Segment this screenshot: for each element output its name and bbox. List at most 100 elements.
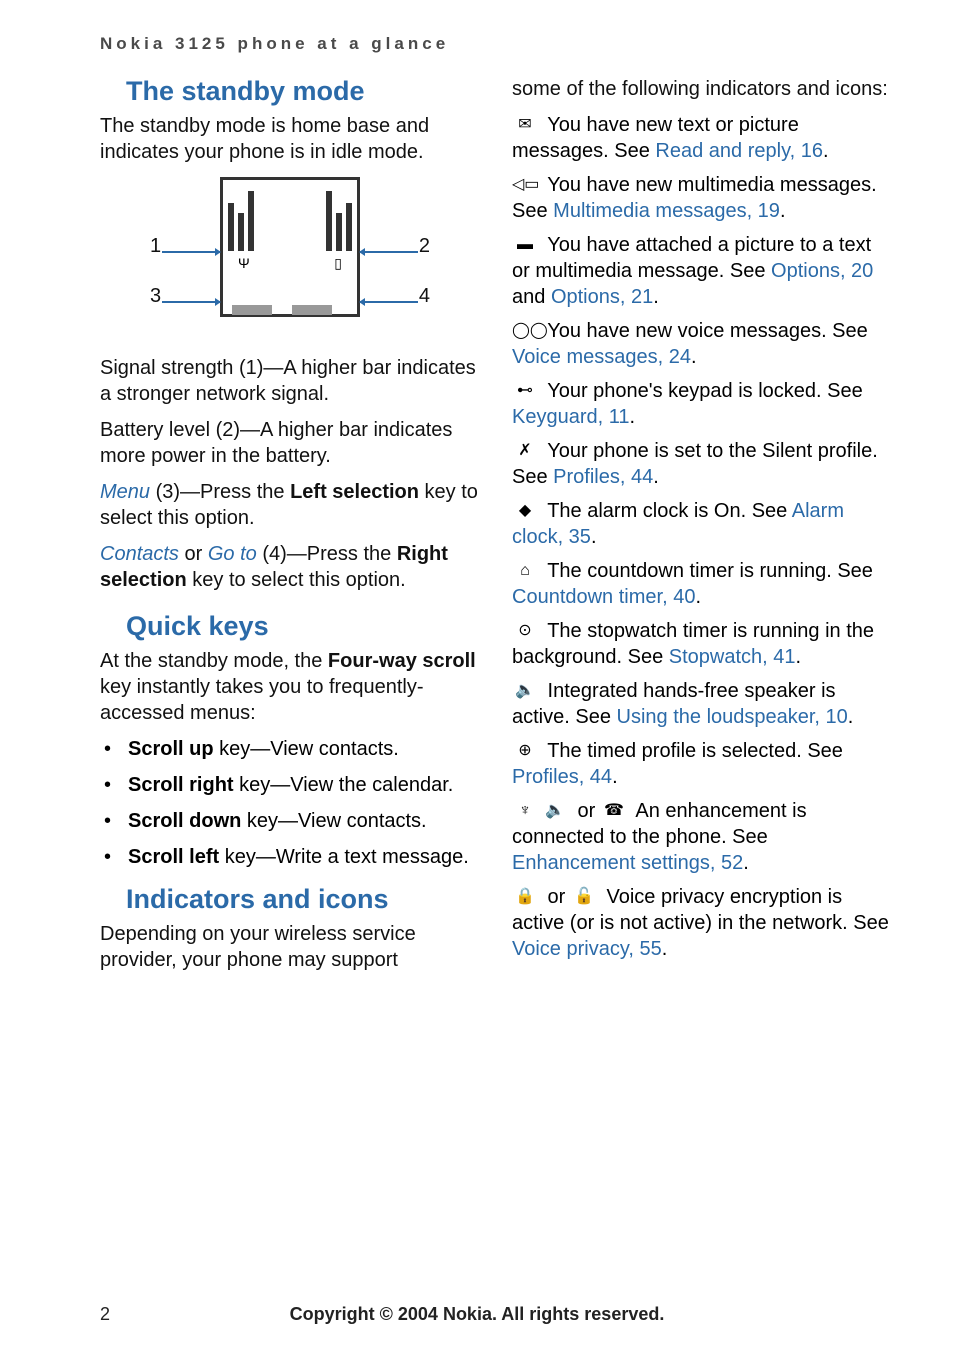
- envelope-icon: ✉: [512, 115, 538, 136]
- list-item: Scroll right key—View the calendar.: [100, 772, 480, 798]
- diagram-arrow-3: [162, 301, 220, 303]
- indicator-silent: ✗ Your phone is set to the Silent profil…: [512, 438, 892, 490]
- contacts-option-text: Contacts or Go to (4)—Press the Right se…: [100, 541, 480, 593]
- diagram-label-2: 2: [419, 235, 430, 258]
- text: .: [612, 766, 618, 788]
- indicators-continuation: some of the following indicators and ico…: [512, 76, 892, 102]
- text: (3)—Press the: [150, 481, 290, 503]
- right-column: some of the following indicators and ico…: [512, 76, 892, 983]
- voice-icon: ◯◯: [512, 321, 538, 342]
- diagram-arrow-1: [162, 251, 220, 253]
- keyguard-link[interactable]: Keyguard, 11: [512, 406, 630, 428]
- text: .: [743, 852, 749, 874]
- text: key—View contacts.: [214, 738, 399, 760]
- timer-icon: ⌂: [512, 561, 538, 582]
- tty-icon: ☎: [601, 801, 627, 822]
- timed-icon: ⊕: [512, 741, 538, 762]
- read-reply-link[interactable]: Read and reply, 16: [655, 140, 823, 162]
- antenna-icon: Ψ: [238, 255, 250, 271]
- diagram-arrow-4: [360, 301, 418, 303]
- scroll-up-label: Scroll up: [128, 738, 214, 760]
- profiles-link[interactable]: Profiles, 44: [553, 466, 653, 488]
- indicators-intro: Depending on your wireless service provi…: [100, 921, 480, 973]
- text: key to select this option.: [187, 569, 406, 591]
- profiles-44-link[interactable]: Profiles, 44: [512, 766, 612, 788]
- menu-label: Menu: [100, 481, 150, 503]
- text: key—View contacts.: [241, 810, 426, 832]
- alarm-icon: ◆: [512, 501, 538, 522]
- countdown-link[interactable]: Countdown timer, 40: [512, 586, 695, 608]
- signal-strength-text: Signal strength (1)—A higher bar indicat…: [100, 355, 480, 407]
- text: key instantly takes you to frequently-ac…: [100, 676, 424, 724]
- options-20-link[interactable]: Options, 20: [771, 260, 873, 282]
- list-item: Scroll left key—Write a text message.: [100, 844, 480, 870]
- stopwatch-icon: ⊙: [512, 621, 538, 642]
- loudspeaker-link[interactable]: Using the loudspeaker, 10: [617, 706, 848, 728]
- battery-level-text: Battery level (2)—A higher bar indicates…: [100, 417, 480, 469]
- headset-icon: ♆: [512, 801, 538, 822]
- goto-label: Go to: [208, 543, 257, 565]
- text: Your phone's keypad is locked. See: [542, 380, 863, 402]
- text: .: [653, 466, 659, 488]
- diagram-label-4: 4: [419, 285, 430, 308]
- indicator-countdown: ⌂ The countdown timer is running. See Co…: [512, 558, 892, 610]
- copyright-footer: Copyright © 2004 Nokia. All rights reser…: [0, 1304, 954, 1325]
- text: .: [823, 140, 829, 162]
- text: key—Write a text message.: [219, 846, 469, 868]
- header-title: Nokia 3125 phone at a glance: [100, 34, 894, 54]
- diagram-label-1: 1: [150, 235, 161, 258]
- text: .: [691, 346, 697, 368]
- text: .: [780, 200, 786, 222]
- indicator-voice-privacy: 🔒 or 🔓 Voice privacy encryption is activ…: [512, 884, 892, 962]
- text: (4)—Press the: [257, 543, 397, 565]
- standby-mode-heading: The standby mode: [126, 76, 480, 107]
- text: The alarm clock is On. See: [542, 500, 792, 522]
- content-columns: The standby mode The standby mode is hom…: [100, 76, 894, 983]
- options-21-link[interactable]: Options, 21: [551, 286, 653, 308]
- quick-keys-intro: At the standby mode, the Four-way scroll…: [100, 648, 480, 726]
- text: .: [848, 706, 854, 728]
- scroll-down-label: Scroll down: [128, 810, 241, 832]
- multimedia-link[interactable]: Multimedia messages, 19: [553, 200, 780, 222]
- four-way-scroll-label: Four-way scroll: [328, 650, 476, 672]
- padlock-open-icon: 🔓: [571, 887, 597, 908]
- contacts-label: Contacts: [100, 543, 179, 565]
- indicator-text-message: ✉ You have new text or picture messages.…: [512, 112, 892, 164]
- indicator-picture-attached: ▬ You have attached a picture to a text …: [512, 232, 892, 310]
- text: .: [695, 586, 701, 608]
- indicators-heading: Indicators and icons: [126, 884, 480, 915]
- indicator-multimedia: ◁▭ You have new multimedia messages. See…: [512, 172, 892, 224]
- scroll-right-label: Scroll right: [128, 774, 234, 796]
- mms-icon: ◁▭: [512, 175, 538, 196]
- text: .: [796, 646, 802, 668]
- stopwatch-link[interactable]: Stopwatch, 41: [669, 646, 796, 668]
- text: The timed profile is selected. See: [542, 740, 843, 762]
- text: You have new voice messages. See: [542, 320, 868, 342]
- lock-icon: ⊷: [512, 381, 538, 402]
- text: or: [572, 800, 601, 822]
- indicator-alarm: ◆ The alarm clock is On. See Alarm clock…: [512, 498, 892, 550]
- silent-icon: ✗: [512, 441, 538, 462]
- diagram-arrow-2: [360, 251, 418, 253]
- softkey-bars: [232, 305, 332, 315]
- voice-messages-link[interactable]: Voice messages, 24: [512, 346, 691, 368]
- diagram-label-3: 3: [150, 285, 161, 308]
- left-column: The standby mode The standby mode is hom…: [100, 76, 480, 983]
- scroll-left-label: Scroll left: [128, 846, 219, 868]
- indicator-stopwatch: ⊙ The stopwatch timer is running in the …: [512, 618, 892, 670]
- text: and: [512, 286, 551, 308]
- enhancement-link[interactable]: Enhancement settings, 52: [512, 852, 743, 874]
- battery-bars-icon: [326, 191, 352, 251]
- quick-keys-heading: Quick keys: [126, 611, 480, 642]
- text: key—View the calendar.: [234, 774, 454, 796]
- indicator-voice-message: ◯◯ You have new voice messages. See Voic…: [512, 318, 892, 370]
- indicator-enhancement: ♆🔈 or ☎ An enhancement is connected to t…: [512, 798, 892, 876]
- text: .: [591, 526, 597, 548]
- list-item: Scroll up key—View contacts.: [100, 736, 480, 762]
- padlock-icon: 🔒: [512, 887, 538, 908]
- text: .: [662, 938, 668, 960]
- speaker-icon: 🔈: [512, 681, 538, 702]
- voice-privacy-link[interactable]: Voice privacy, 55: [512, 938, 662, 960]
- battery-icon: ▯: [334, 255, 342, 272]
- indicator-timed-profile: ⊕ The timed profile is selected. See Pro…: [512, 738, 892, 790]
